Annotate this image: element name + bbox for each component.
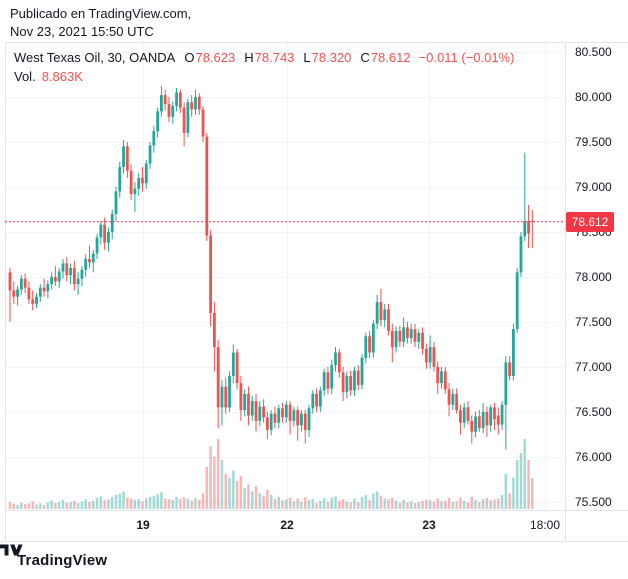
price-tick: 79.000 [575,179,612,194]
time-tick: 22 [280,518,294,532]
price-tick: 78.000 [575,269,612,284]
grid-lines [5,42,565,510]
attribution-line2: Nov 23, 2021 15:50 UTC [10,24,154,39]
close-label: C [360,50,370,65]
price-tick: 77.000 [575,359,612,374]
time-tick: 19 [136,518,150,532]
price-tick: 80.500 [575,44,612,59]
candlesticks [8,86,534,450]
price-axis[interactable]: 80.50080.00079.50079.00078.50078.00077.5… [566,42,628,510]
high-value: 78.743 [254,50,295,65]
close-value: 78.612 [370,50,411,65]
attribution-line1: Publicado en TradingView.com, [10,6,192,21]
price-tick: 80.000 [575,89,612,104]
time-tick: 23 [422,518,436,532]
chart-frame [0,42,628,542]
price-tick: 76.500 [575,404,612,419]
tradingview-logo-icon[interactable] [0,542,23,558]
price-tick: 76.000 [575,449,612,464]
time-axis[interactable]: 19 22 23 18:00 [0,513,628,540]
open-value: 78.623 [195,50,236,65]
volume-value: 8.863K [41,69,83,84]
price-tick: 77.500 [575,314,612,329]
footer: TradingView [0,542,628,579]
symbol-title: West Texas Oil, 30, OANDA [14,50,176,65]
change-value: −0.011 (−0.01%) [418,50,515,65]
time-tick: 18:00 [529,518,561,532]
volume-bars [8,439,534,509]
price-tick: 75.500 [575,494,612,509]
attribution: Publicado en TradingView.com, Nov 23, 20… [10,5,191,41]
tradingview-brand-text[interactable]: TradingView [17,552,108,569]
current-price-label: 78.612 [566,212,614,232]
symbol-legend[interactable]: West Texas Oil, 30, OANDA O78.623 H78.743 L… [14,49,514,86]
open-label: O [184,50,195,65]
low-label: L [303,50,311,65]
price-tick: 79.500 [575,134,612,149]
volume-label: Vol. [14,69,36,84]
low-value: 78.320 [311,50,352,65]
legend-row-volume: Vol. 8.863K [14,68,514,86]
high-label: H [244,50,254,65]
legend-row-main: West Texas Oil, 30, OANDA O78.623 H78.743 L… [14,49,514,67]
